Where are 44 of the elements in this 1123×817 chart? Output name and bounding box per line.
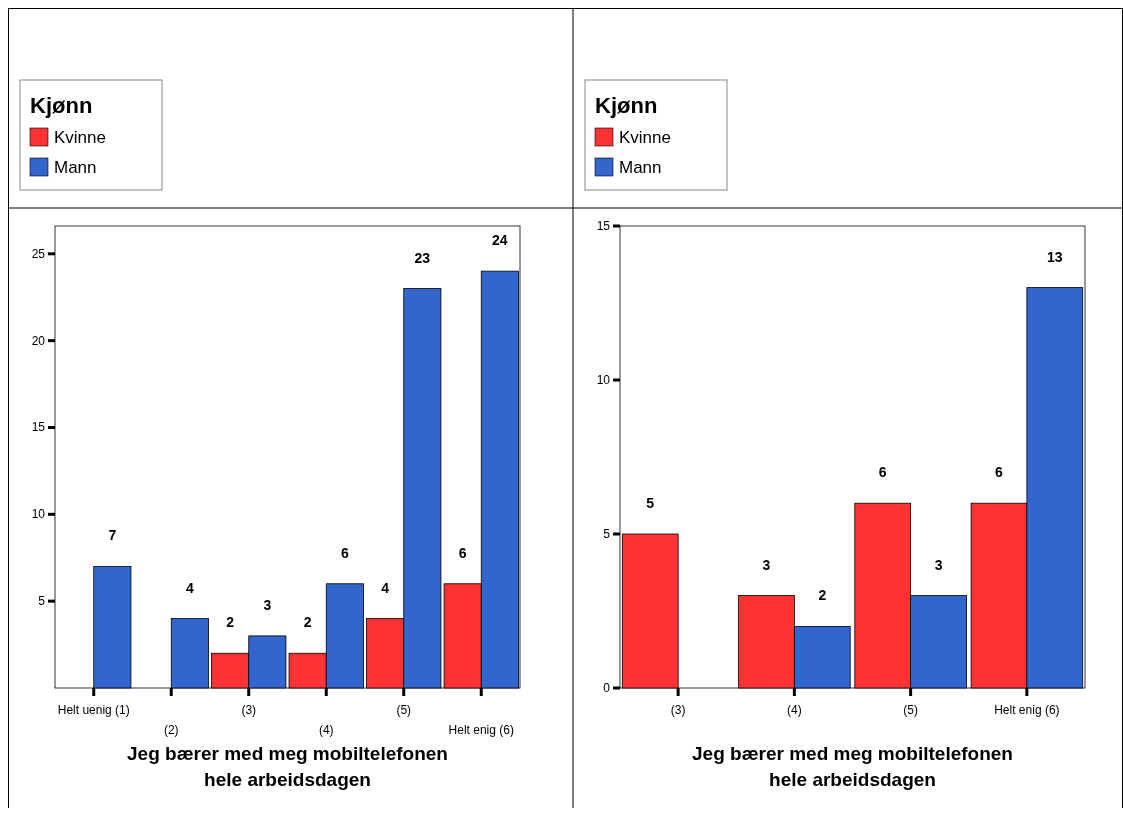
x-tick-label: Helt enig (6) (994, 703, 1060, 717)
legend-label: Mann (619, 158, 662, 177)
y-tick-label: 20 (31, 333, 46, 348)
data-label: 6 (878, 464, 887, 481)
x-tick-label: (5) (396, 703, 412, 717)
y-tick-label: 10 (31, 507, 46, 522)
x-tick-label: (4) (787, 703, 802, 717)
data-label: 6 (458, 544, 467, 561)
data-label: 4 (185, 579, 194, 596)
data-label: 24 (492, 232, 508, 249)
data-label: 3 (263, 596, 272, 613)
x-tick-label: (3) (241, 703, 257, 717)
legend-title: Kjønn (595, 93, 658, 118)
data-label: 3 (934, 556, 943, 573)
y-tick-label: 10 (596, 373, 611, 387)
y-tick-label: 15 (596, 219, 611, 233)
x-tick-label: (3) (670, 703, 686, 717)
x-tick-label: (4) (318, 723, 334, 737)
data-label: 13 (1046, 248, 1063, 265)
x-axis-title: Jeg bærer med meg mobiltelefonen hele arbeidsdagen (692, 743, 1013, 790)
x-tick-label: (2) (163, 723, 179, 737)
data-label: 5 (646, 495, 655, 511)
data-label: 7 (108, 527, 117, 544)
legend-title: Kjønn (30, 93, 93, 118)
x-tick-label: (5) (903, 703, 918, 717)
legend-label: Mann (54, 158, 97, 177)
y-tick-label: 0 (603, 681, 611, 695)
x-axis-title: Jeg bærer med meg mobiltelefonen hele arbeidsdagen (127, 743, 448, 790)
legend-label: Kvinne (54, 128, 106, 147)
y-tick-label: 5 (38, 594, 46, 609)
legend-label: Kvinne (619, 128, 671, 147)
y-tick-label: 25 (31, 246, 46, 261)
y-tick-label: 5 (603, 527, 611, 541)
data-label: 4 (381, 579, 390, 596)
data-label: 2 (226, 614, 235, 631)
data-label: 3 (762, 556, 771, 573)
data-label: 2 (303, 614, 312, 631)
data-label: 2 (818, 587, 827, 604)
data-label: 6 (340, 544, 349, 561)
data-label: 6 (995, 464, 1004, 481)
data-label: 23 (414, 249, 431, 266)
x-tick-label: Helt enig (6) (448, 723, 514, 737)
y-tick-label: 15 (31, 420, 46, 435)
x-tick-label: Helt uenig (1) (57, 703, 130, 717)
